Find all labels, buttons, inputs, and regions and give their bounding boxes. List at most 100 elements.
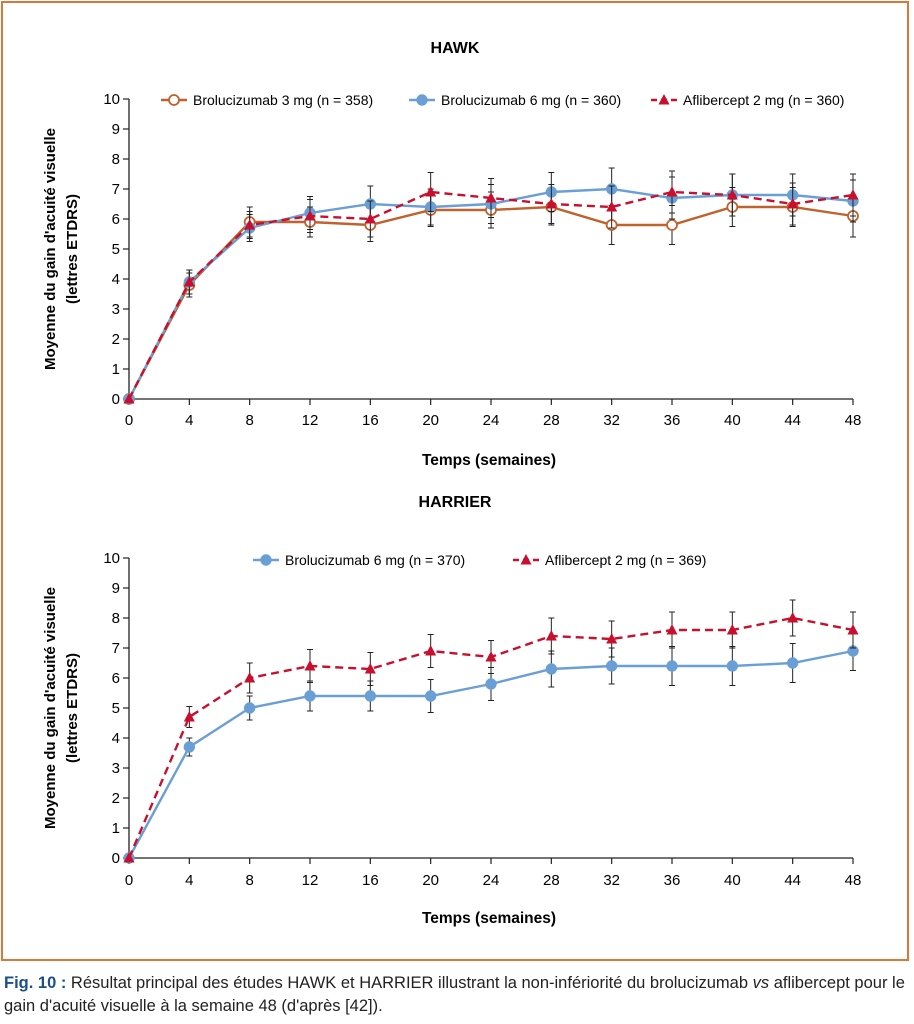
y-tick-label: 8 xyxy=(112,610,120,627)
y-tick-label: 10 xyxy=(103,91,120,108)
x-tick-label: 20 xyxy=(422,872,439,889)
x-tick-label: 32 xyxy=(603,412,620,429)
x-tick-label: 44 xyxy=(784,872,801,889)
y-tick-label: 7 xyxy=(112,181,120,198)
data-point xyxy=(123,393,135,404)
data-point xyxy=(726,660,739,672)
data-point xyxy=(726,189,738,200)
x-axis-label: Temps (semaines) xyxy=(422,910,556,927)
caption-text-1: Résultat principal des études HAWK et HA… xyxy=(66,974,753,992)
data-point xyxy=(243,702,256,714)
x-tick-label: 40 xyxy=(724,412,741,429)
y-tick-label: 2 xyxy=(112,331,120,348)
data-point xyxy=(425,645,437,656)
chart-title: HARRIER xyxy=(419,494,492,511)
x-tick-label: 16 xyxy=(362,412,379,429)
y-axis-label: (lettres ETDRS) xyxy=(64,194,81,304)
x-tick-label: 0 xyxy=(125,412,133,429)
x-axis-label: Temps (semaines) xyxy=(422,452,556,469)
y-tick-label: 9 xyxy=(112,580,120,597)
data-point xyxy=(424,690,437,702)
x-tick-label: 24 xyxy=(483,412,500,429)
legend-marker xyxy=(520,554,532,565)
data-point xyxy=(847,189,859,200)
x-tick-label: 4 xyxy=(185,872,193,889)
y-tick-label: 2 xyxy=(112,790,120,807)
data-point xyxy=(485,678,497,690)
y-tick-label: 7 xyxy=(112,640,120,657)
y-tick-label: 0 xyxy=(112,850,120,867)
y-tick-label: 8 xyxy=(112,151,120,168)
x-tick-label: 12 xyxy=(302,412,319,429)
legend-label: Brolucizumab 3 mg (n = 358) xyxy=(193,92,373,108)
data-point xyxy=(666,186,678,197)
data-point xyxy=(666,219,678,231)
x-tick-label: 24 xyxy=(483,872,500,889)
data-point xyxy=(485,651,497,662)
data-point xyxy=(425,186,437,197)
data-point xyxy=(606,201,618,212)
x-tick-label: 48 xyxy=(845,872,862,889)
legend-marker xyxy=(658,94,670,105)
data-point xyxy=(183,741,196,753)
data-point xyxy=(606,633,618,644)
legend-label: Brolucizumab 6 mg (n = 370) xyxy=(285,552,465,568)
legend-marker xyxy=(260,554,272,566)
x-tick-label: 28 xyxy=(543,872,560,889)
legend-marker xyxy=(416,94,428,106)
legend-label: Aflibercept 2 mg (n = 369) xyxy=(545,552,706,568)
y-tick-label: 0 xyxy=(112,391,120,408)
data-point xyxy=(786,657,799,669)
y-tick-label: 6 xyxy=(112,211,120,228)
x-tick-label: 20 xyxy=(422,412,439,429)
x-tick-label: 40 xyxy=(724,872,741,889)
legend-label: Aflibercept 2 mg (n = 360) xyxy=(683,92,844,108)
x-tick-label: 44 xyxy=(784,412,801,429)
x-tick-label: 36 xyxy=(664,872,681,889)
data-point xyxy=(545,630,557,641)
y-tick-label: 6 xyxy=(112,670,120,687)
data-point xyxy=(183,276,195,287)
series-2 xyxy=(123,599,859,863)
x-tick-label: 12 xyxy=(302,872,319,889)
caption-vs: vs xyxy=(752,974,770,992)
data-point xyxy=(364,213,376,224)
x-tick-label: 8 xyxy=(245,872,253,889)
data-point xyxy=(244,219,256,230)
data-point xyxy=(364,690,377,702)
data-point xyxy=(787,198,799,209)
x-tick-label: 4 xyxy=(185,412,193,429)
data-point xyxy=(244,672,256,683)
data-point xyxy=(666,624,678,635)
data-point xyxy=(183,711,195,722)
y-tick-label: 4 xyxy=(112,271,120,288)
y-tick-label: 3 xyxy=(112,760,120,777)
data-point xyxy=(304,210,316,221)
y-tick-label: 1 xyxy=(112,820,120,837)
y-axis-label: Moyenne du gain d'acuité visuelle xyxy=(42,587,59,829)
x-tick-label: 28 xyxy=(543,412,560,429)
x-tick-label: 8 xyxy=(245,412,253,429)
x-tick-label: 16 xyxy=(362,872,379,889)
y-axis-label: (lettres ETDRS) xyxy=(64,653,81,763)
y-axis-label: Moyenne du gain d'acuité visuelle xyxy=(42,128,59,370)
y-tick-label: 5 xyxy=(112,241,120,258)
caption-text-2: afli­bercept pour le gain d'acuité visue… xyxy=(4,974,905,1015)
data-point xyxy=(123,852,135,863)
legend-label: Brolucizumab 6 mg (n = 360) xyxy=(441,92,621,108)
data-point xyxy=(666,660,678,672)
data-point xyxy=(545,198,557,209)
series-3 xyxy=(123,170,859,404)
data-point xyxy=(304,660,316,671)
caption-label: Fig. 10 : xyxy=(4,974,67,992)
x-tick-label: 32 xyxy=(603,872,620,889)
y-tick-label: 4 xyxy=(112,730,120,747)
data-point xyxy=(485,192,497,203)
figure-frame: HAWK 0 1 2 3 4 5 6 7 8 9 10 0 4 8 12 16 20 24 28 32 36 40 44 48 T… xyxy=(1,1,909,961)
data-point xyxy=(726,624,738,635)
figure-caption: Fig. 10 : Résultat principal des études … xyxy=(4,972,910,1018)
data-point xyxy=(847,624,859,635)
data-point xyxy=(605,660,618,672)
y-tick-label: 1 xyxy=(112,361,120,378)
